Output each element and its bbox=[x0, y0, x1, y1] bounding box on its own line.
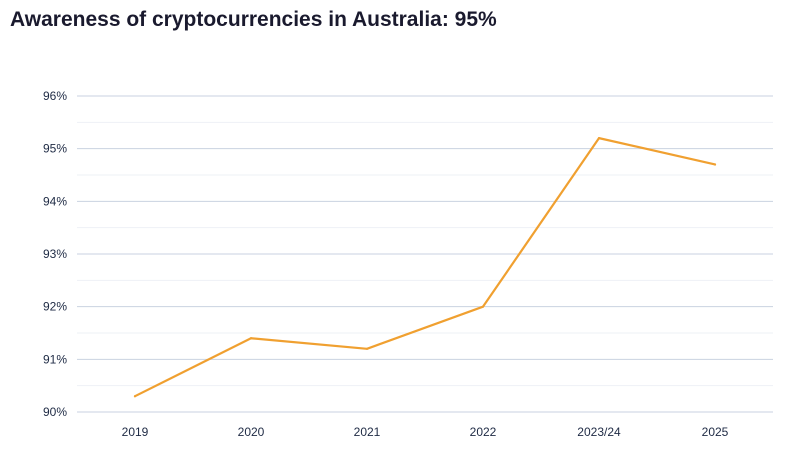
series-layer bbox=[133, 137, 717, 398]
y-tick-label: 90% bbox=[43, 405, 67, 419]
y-tick-label: 93% bbox=[43, 247, 67, 261]
x-tick-label: 2023/24 bbox=[577, 425, 621, 439]
x-tick-label: 2021 bbox=[354, 425, 381, 439]
chart-title: Awareness of cryptocurrencies in Austral… bbox=[10, 8, 497, 31]
grid-lines bbox=[77, 95, 773, 413]
data-point bbox=[597, 137, 601, 140]
data-point bbox=[133, 395, 137, 398]
y-tick-label: 95% bbox=[43, 142, 67, 156]
y-tick-label: 91% bbox=[43, 352, 67, 366]
data-point bbox=[481, 305, 485, 308]
data-point bbox=[713, 163, 717, 166]
data-point bbox=[249, 337, 253, 340]
y-axis-ticks: 90% 91% 92% 93% 94% 95% 96% bbox=[43, 89, 67, 419]
data-point bbox=[365, 347, 369, 350]
x-tick-label: 2025 bbox=[702, 425, 729, 439]
x-tick-label: 2020 bbox=[238, 425, 265, 439]
y-tick-label: 94% bbox=[43, 194, 67, 208]
x-tick-label: 2019 bbox=[122, 425, 149, 439]
series-line bbox=[133, 137, 717, 398]
x-axis-ticks: 2019 2020 2021 2022 2023/24 2025 bbox=[122, 425, 729, 439]
x-tick-label: 2022 bbox=[470, 425, 497, 439]
y-tick-label: 92% bbox=[43, 300, 67, 314]
y-tick-label: 96% bbox=[43, 89, 67, 103]
